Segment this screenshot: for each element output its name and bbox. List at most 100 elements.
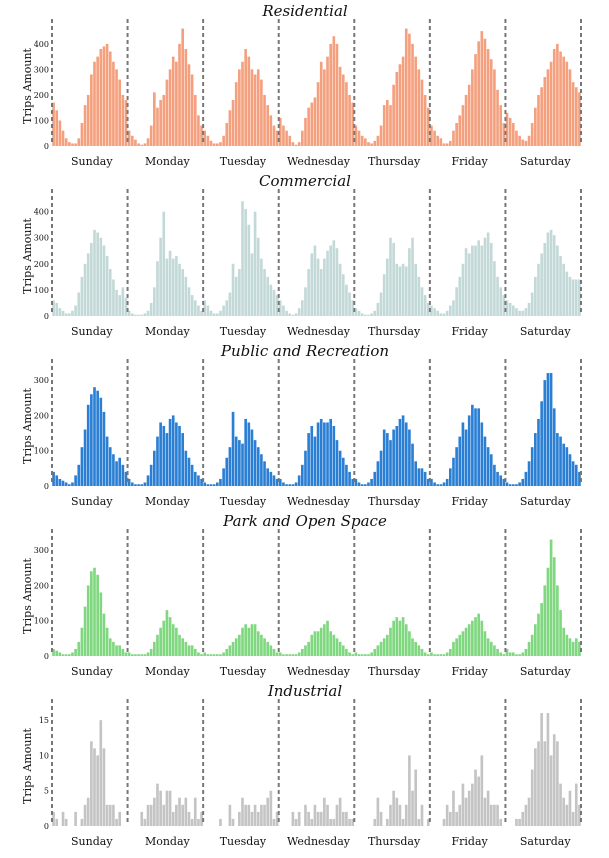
bar-sunday-hour-0 — [52, 102, 55, 146]
bar-wednesday-hour-10 — [310, 818, 314, 826]
y-tick-label: 0 — [44, 142, 49, 151]
bar-thursday-hour-0 — [354, 478, 358, 486]
bar-thursday-hour-12 — [392, 429, 395, 486]
bar-thursday-hour-15 — [401, 263, 405, 316]
bar-tuesday-hour-14 — [247, 804, 251, 826]
bar-tuesday-hour-16 — [253, 211, 257, 316]
bar-thursday-hour-21 — [420, 79, 424, 146]
bar-thursday-hour-19 — [414, 641, 418, 656]
bar-thursday-hour-21 — [420, 804, 424, 826]
y-axis-label: Trips Amount — [21, 727, 34, 803]
bar-friday-hour-22 — [499, 475, 503, 486]
bar-wednesday-hour-4 — [291, 484, 295, 486]
bar-wednesday-hour-12 — [316, 82, 320, 146]
bar-friday-hour-11 — [464, 797, 468, 826]
bar-tuesday-hour-12 — [241, 61, 244, 146]
y-tick-label: 100 — [34, 286, 49, 295]
bar-friday-hour-19 — [489, 59, 493, 146]
bar-friday-hour-14 — [474, 54, 477, 147]
bar-sunday-hour-10 — [83, 105, 87, 146]
bar-wednesday-hour-9 — [307, 269, 310, 316]
bar-friday-hour-3 — [439, 138, 443, 146]
bar-sunday-hour-18 — [108, 804, 112, 826]
bar-saturday-hour-20 — [568, 69, 572, 146]
bar-friday-hour-23 — [502, 123, 506, 146]
bar-thursday-hour-15 — [401, 818, 405, 826]
bar-thursday-hour-1 — [357, 654, 361, 656]
bar-monday-hour-16 — [178, 43, 181, 147]
bar-friday-hour-6 — [449, 811, 452, 826]
bar-friday-hour-23 — [502, 654, 506, 656]
bar-wednesday-hour-5 — [294, 654, 298, 656]
bar-wednesday-hour-1 — [282, 654, 285, 656]
bar-sunday-hour-16 — [102, 411, 106, 486]
bar-wednesday-hour-2 — [285, 310, 288, 316]
bar-tuesday-hour-10 — [234, 276, 238, 316]
bar-saturday-hour-5 — [521, 139, 525, 146]
day-label-saturday: Saturday — [520, 155, 571, 168]
bar-friday-hour-12 — [467, 253, 471, 316]
bar-saturday-hour-15 — [552, 235, 556, 316]
day-label-tuesday: Tuesday — [220, 495, 267, 508]
bar-thursday-hour-19 — [414, 461, 418, 486]
bar-wednesday-hour-3 — [288, 313, 292, 316]
bar-saturday-hour-19 — [565, 634, 569, 656]
bar-wednesday-hour-20 — [341, 645, 345, 656]
bar-thursday-hour-13 — [395, 263, 399, 316]
bar-tuesday-hour-20 — [266, 468, 270, 486]
day-label-monday: Monday — [145, 665, 191, 678]
bar-friday-hour-14 — [474, 617, 477, 656]
bar-thursday-hour-18 — [411, 638, 414, 656]
bar-wednesday-hour-9 — [307, 433, 310, 486]
bar-thursday-hour-14 — [398, 418, 402, 486]
bar-thursday-hour-6 — [373, 310, 377, 316]
bar-wednesday-hour-17 — [332, 426, 336, 486]
bar-tuesday-hour-18 — [260, 79, 263, 146]
day-label-tuesday: Tuesday — [220, 325, 267, 338]
bar-saturday-hour-13 — [546, 69, 550, 146]
bar-friday-hour-22 — [499, 287, 503, 316]
bar-sunday-hour-4 — [64, 818, 68, 826]
bar-friday-hour-13 — [471, 245, 474, 316]
bar-saturday-hour-18 — [562, 443, 566, 486]
bar-wednesday-hour-5 — [294, 482, 298, 486]
bar-tuesday-hour-4 — [215, 482, 219, 486]
bar-saturday-hour-14 — [549, 373, 553, 486]
bar-wednesday-hour-6 — [297, 142, 301, 146]
bar-friday-hour-7 — [452, 790, 455, 826]
day-label-saturday: Saturday — [520, 835, 571, 848]
bar-sunday-hour-22 — [121, 464, 125, 486]
day-label-sunday: Sunday — [71, 665, 113, 678]
bar-tuesday-hour-20 — [266, 797, 270, 826]
bar-saturday-hour-8 — [530, 769, 534, 826]
bar-sunday-hour-5 — [67, 484, 71, 486]
bar-saturday-hour-3 — [515, 818, 518, 826]
bar-monday-hour-1 — [130, 135, 134, 146]
bar-saturday-hour-23 — [578, 279, 581, 316]
bar-friday-hour-1 — [433, 654, 436, 656]
bar-thursday-hour-23 — [426, 818, 430, 826]
bar-sunday-hour-20 — [115, 69, 118, 146]
bar-monday-hour-3 — [137, 654, 140, 656]
bar-saturday-hour-13 — [546, 567, 550, 656]
bar-friday-hour-11 — [464, 627, 468, 656]
bar-thursday-hour-18 — [411, 790, 414, 826]
bar-thursday-hour-10 — [386, 258, 389, 316]
bar-tuesday-hour-22 — [272, 648, 276, 656]
bar-tuesday-hour-11 — [238, 269, 241, 316]
bar-wednesday-hour-20 — [341, 274, 345, 316]
bar-saturday-hour-7 — [527, 797, 531, 826]
bar-saturday-hour-6 — [524, 140, 528, 146]
bar-thursday-hour-20 — [417, 645, 421, 656]
bar-monday-hour-3 — [137, 314, 140, 316]
panel-industrial: Industrial Trips Amount 0 5 10 15 Sunday Monday… — [21, 682, 582, 848]
bar-wednesday-hour-20 — [341, 457, 345, 486]
bar-monday-hour-22 — [197, 305, 200, 316]
bar-tuesday-hour-5 — [219, 818, 222, 826]
bar-monday-hour-20 — [190, 645, 194, 656]
bar-thursday-hour-4 — [367, 314, 370, 316]
bar-sunday-hour-22 — [121, 648, 125, 656]
day-label-thursday: Thursday — [368, 665, 421, 678]
bar-tuesday-hour-0 — [203, 130, 207, 146]
bar-friday-hour-12 — [467, 790, 471, 826]
